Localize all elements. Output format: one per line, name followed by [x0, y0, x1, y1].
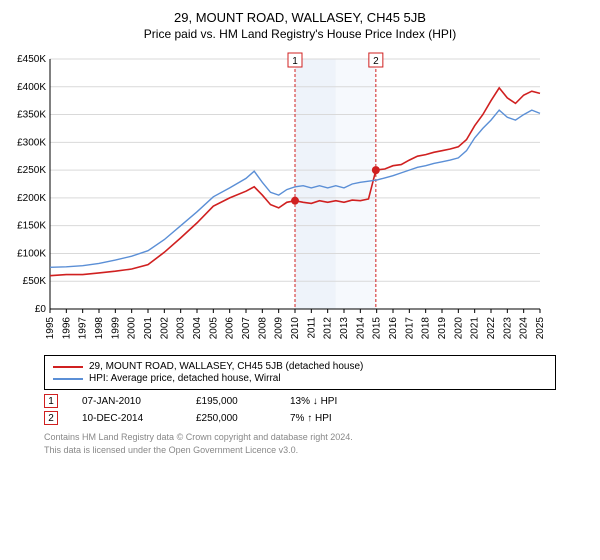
svg-text:£50K: £50K: [23, 276, 47, 287]
svg-text:1999: 1999: [110, 317, 121, 340]
svg-text:2005: 2005: [208, 317, 219, 340]
svg-text:2009: 2009: [274, 317, 285, 340]
transaction-delta: 13% ↓ HPI: [290, 396, 337, 407]
svg-text:2008: 2008: [257, 317, 268, 340]
svg-text:£250K: £250K: [17, 165, 46, 176]
svg-text:2010: 2010: [290, 317, 301, 340]
svg-text:£150K: £150K: [17, 221, 46, 232]
svg-text:1997: 1997: [78, 317, 89, 340]
transaction-price: £195,000: [196, 396, 266, 407]
svg-text:1998: 1998: [94, 317, 105, 340]
svg-text:2014: 2014: [355, 317, 366, 340]
footer-line: Contains HM Land Registry data © Crown c…: [44, 431, 556, 444]
svg-text:£400K: £400K: [17, 82, 46, 93]
svg-text:2004: 2004: [192, 317, 203, 340]
transaction-delta: 7% ↑ HPI: [290, 413, 332, 424]
footer-line: This data is licensed under the Open Gov…: [44, 444, 556, 457]
footer-attribution: Contains HM Land Registry data © Crown c…: [44, 431, 556, 456]
svg-text:2016: 2016: [388, 317, 399, 340]
svg-text:2022: 2022: [486, 317, 497, 340]
svg-text:2023: 2023: [502, 317, 513, 340]
svg-text:2018: 2018: [421, 317, 432, 340]
svg-text:2015: 2015: [372, 317, 383, 340]
chart-svg: £0 £50K £100K £150K £200K £250K £300K £350K £400…: [8, 49, 548, 349]
svg-text:2021: 2021: [470, 317, 481, 340]
legend-swatch: [53, 378, 83, 380]
svg-text:2012: 2012: [323, 317, 334, 340]
transaction-row: 2 10-DEC-2014 £250,000 7% ↑ HPI: [44, 411, 556, 425]
price-chart: £0 £50K £100K £150K £200K £250K £300K £350K £400…: [8, 49, 592, 349]
svg-text:2025: 2025: [535, 317, 546, 340]
transaction-row: 1 07-JAN-2010 £195,000 13% ↓ HPI: [44, 394, 556, 408]
page-title: 29, MOUNT ROAD, WALLASEY, CH45 5JB: [8, 10, 592, 25]
svg-text:2001: 2001: [143, 317, 154, 340]
transaction-marker: 2: [44, 411, 58, 425]
svg-text:1996: 1996: [61, 317, 72, 340]
svg-text:£300K: £300K: [17, 137, 46, 148]
svg-text:2024: 2024: [519, 317, 530, 340]
svg-text:2007: 2007: [241, 317, 252, 340]
svg-text:£450K: £450K: [17, 54, 46, 65]
svg-text:£100K: £100K: [17, 248, 46, 259]
svg-text:1: 1: [292, 56, 298, 67]
svg-text:2019: 2019: [437, 317, 448, 340]
legend-label: 29, MOUNT ROAD, WALLASEY, CH45 5JB (deta…: [89, 361, 363, 372]
legend-swatch: [53, 366, 83, 368]
svg-text:2020: 2020: [453, 317, 464, 340]
svg-text:2000: 2000: [127, 317, 138, 340]
transaction-price: £250,000: [196, 413, 266, 424]
svg-text:2013: 2013: [339, 317, 350, 340]
svg-text:2002: 2002: [159, 317, 170, 340]
svg-text:£350K: £350K: [17, 110, 46, 121]
svg-text:£200K: £200K: [17, 193, 46, 204]
legend-item: 29, MOUNT ROAD, WALLASEY, CH45 5JB (deta…: [53, 361, 547, 372]
transaction-date: 07-JAN-2010: [82, 396, 172, 407]
svg-text:£0: £0: [35, 304, 47, 315]
svg-text:1995: 1995: [45, 317, 56, 340]
svg-text:2006: 2006: [225, 317, 236, 340]
legend-item: HPI: Average price, detached house, Wirr…: [53, 373, 547, 384]
page-subtitle: Price paid vs. HM Land Registry's House …: [8, 27, 592, 41]
legend-label: HPI: Average price, detached house, Wirr…: [89, 373, 281, 384]
transaction-marker: 1: [44, 394, 58, 408]
transaction-table: 1 07-JAN-2010 £195,000 13% ↓ HPI 2 10-DEC-201…: [44, 394, 556, 425]
svg-text:2011: 2011: [306, 317, 317, 339]
legend: 29, MOUNT ROAD, WALLASEY, CH45 5JB (deta…: [44, 355, 556, 390]
svg-text:2003: 2003: [176, 317, 187, 340]
transaction-date: 10-DEC-2014: [82, 413, 172, 424]
svg-text:2: 2: [373, 56, 379, 67]
svg-text:2017: 2017: [404, 317, 415, 340]
